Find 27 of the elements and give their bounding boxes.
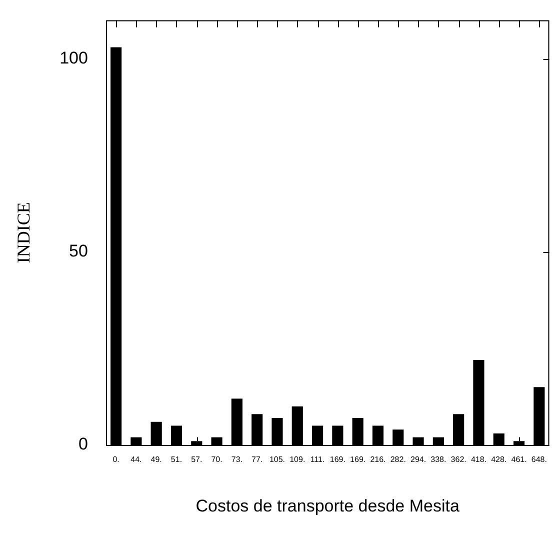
x-tick-label: 105. bbox=[269, 455, 286, 464]
x-tick-label: 57. bbox=[191, 455, 202, 464]
x-tick-label: 109. bbox=[290, 455, 306, 464]
x-tick-label: 418. bbox=[470, 455, 487, 464]
x-tick-label: 111. bbox=[310, 455, 325, 464]
x-tick-label: 282. bbox=[390, 455, 406, 464]
x-tick-label: 428. bbox=[491, 455, 507, 464]
x-axis-title: Costos de transporte desde Mesita bbox=[196, 496, 460, 516]
x-tick-label: 77. bbox=[252, 455, 263, 464]
x-tick-label: 73. bbox=[231, 455, 242, 464]
x-tick-label: 362. bbox=[450, 455, 466, 464]
x-tick-label: 51. bbox=[170, 455, 182, 464]
y-tick-label: 0 bbox=[78, 434, 88, 454]
x-tick-label: 49. bbox=[150, 455, 162, 464]
x-tick-label: 338. bbox=[430, 455, 446, 464]
x-tick-label: 648. bbox=[531, 455, 547, 464]
y-axis-title: INDICE bbox=[14, 202, 34, 264]
x-tick-label: 44. bbox=[130, 455, 142, 464]
x-tick-label: 70. bbox=[211, 455, 222, 464]
x-tick-label: 169. bbox=[350, 455, 366, 464]
x-tick-label: 294. bbox=[410, 455, 426, 464]
x-tick-label: 461. bbox=[511, 455, 527, 464]
x-tick-label: 216. bbox=[370, 455, 386, 464]
y-tick-label: 50 bbox=[69, 242, 88, 261]
x-tick-label: 169. bbox=[330, 455, 346, 464]
x-tick-label: 0. bbox=[112, 455, 120, 464]
y-tick-label: 100 bbox=[60, 48, 88, 68]
